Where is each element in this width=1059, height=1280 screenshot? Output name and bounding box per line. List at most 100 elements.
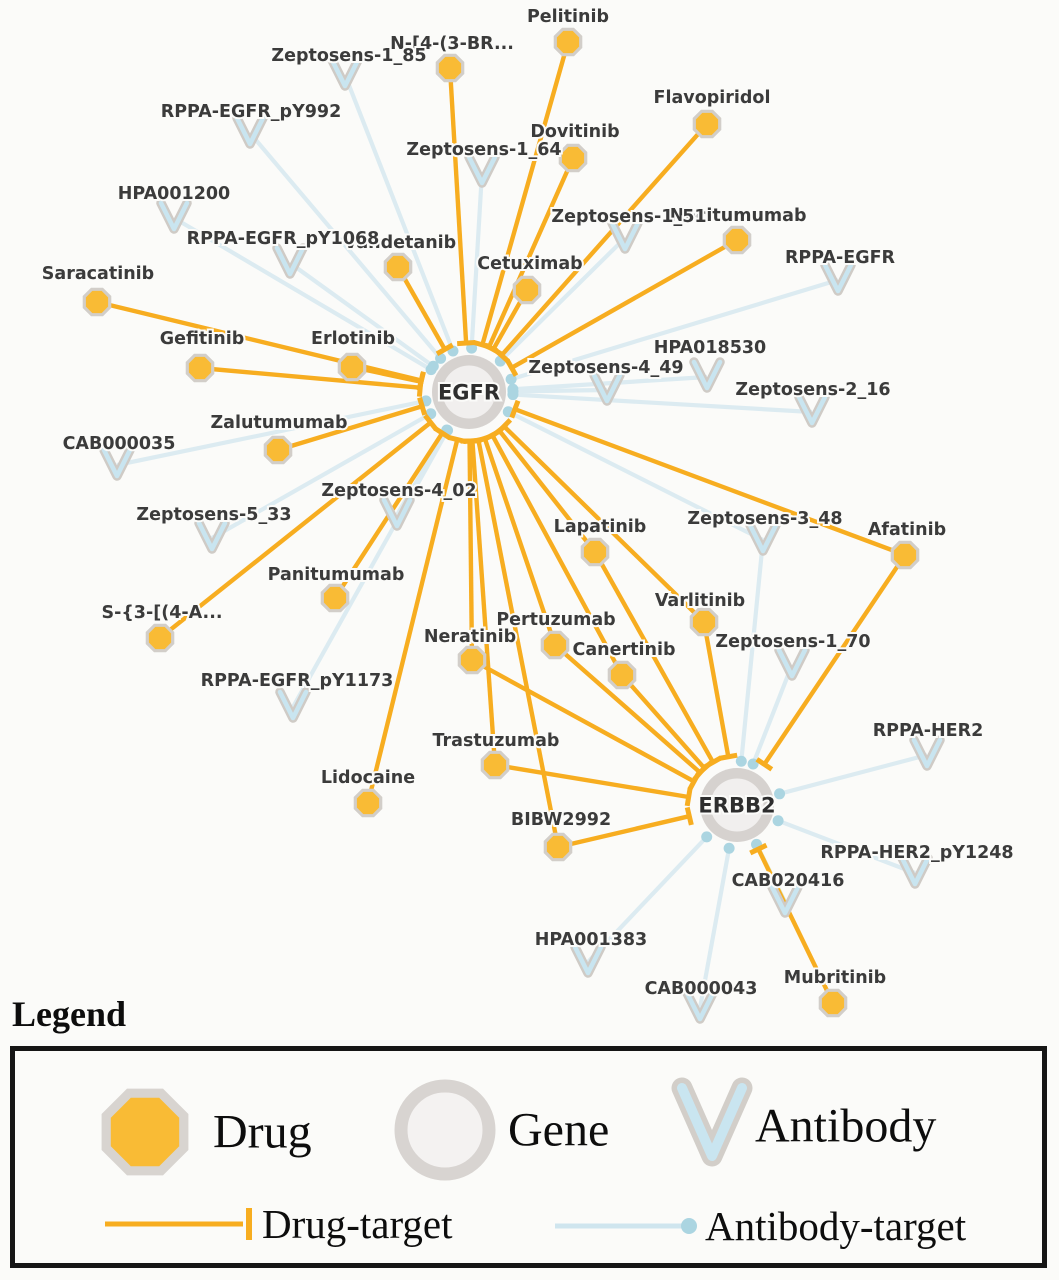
node-label-CAB000043: CAB000043 bbox=[645, 979, 758, 999]
node-label-S-{3-[(4-A...: S-{3-[(4-A... bbox=[101, 603, 222, 623]
edge-dot bbox=[772, 815, 784, 827]
node-label-Zeptosens-1_70: Zeptosens-1_70 bbox=[715, 632, 870, 652]
drug-node-Afatinib bbox=[890, 540, 920, 570]
gene-label-EGFR: EGFR bbox=[438, 381, 500, 405]
node-label-RPPA-HER2: RPPA-HER2 bbox=[873, 721, 984, 741]
antibody-node-Zeptosens-4_49 bbox=[589, 370, 625, 406]
edge-bibw2992-egfr bbox=[476, 439, 561, 848]
antibody-node-HPA001383 bbox=[570, 942, 606, 978]
edge-zeptosens_1_51-egfr bbox=[498, 236, 627, 363]
edge-neratinib-egfr bbox=[467, 440, 475, 661]
edge-dot bbox=[735, 755, 747, 767]
legend-title: Legend bbox=[12, 994, 127, 1034]
antibody-node-RPPA-HER2_pY1248 bbox=[897, 853, 933, 889]
edge-afatinib-erbb2 bbox=[762, 553, 907, 766]
antibody-node-RPPA-HER2 bbox=[909, 735, 945, 771]
drug-node-Erlotinib bbox=[337, 352, 367, 382]
gene-circle-icon bbox=[394, 1079, 496, 1181]
edge-hpa001383-erbb2 bbox=[586, 835, 709, 964]
antibody-node-Zeptosens-2_16 bbox=[794, 392, 830, 428]
antibody-node-Zeptosens-1_85 bbox=[327, 55, 363, 91]
edge-dot bbox=[427, 360, 439, 372]
node-label-Trastuzumab: Trastuzumab bbox=[433, 731, 560, 751]
edge-rppa_her2_py1248-erbb2 bbox=[777, 818, 916, 875]
drug-nodes bbox=[82, 27, 920, 1018]
drug-node-Flavopiridol bbox=[692, 109, 722, 139]
legend-drug-symbol bbox=[101, 1088, 189, 1176]
edge-canertinib-erbb2 bbox=[620, 673, 707, 770]
edge-tee bbox=[509, 399, 521, 419]
antibody-node-HPA018530 bbox=[689, 357, 725, 393]
node-label-RPPA-EGFR_pY992: RPPA-EGFR_pY992 bbox=[161, 102, 342, 122]
node-label-Saracatinib: Saracatinib bbox=[42, 264, 154, 284]
antibody-node-Zeptosens-3_48 bbox=[745, 520, 781, 556]
edge-saracatinib-egfr bbox=[96, 299, 422, 383]
edge-dot bbox=[701, 831, 713, 843]
node-label-Zeptosens-4_02: Zeptosens-4_02 bbox=[321, 481, 476, 501]
edge-zeptosens_1_70-erbb2 bbox=[751, 664, 794, 765]
drug-node-BIBW2992 bbox=[543, 832, 573, 862]
edge-zeptosens_1_64-egfr bbox=[469, 171, 485, 349]
edge-tee bbox=[719, 752, 738, 761]
edge-trastuzumab-erbb2 bbox=[494, 762, 690, 800]
edge-tee bbox=[505, 358, 519, 377]
edge-pertuzumab-erbb2 bbox=[553, 643, 702, 775]
antibody-nodes bbox=[99, 55, 945, 1024]
node-label-Panitumumab: Panitumumab bbox=[268, 565, 405, 585]
drug-node-Varlitinib bbox=[689, 607, 719, 637]
node-label-Vandetanib: Vandetanib bbox=[344, 233, 456, 253]
node-label-Zeptosens-5_33: Zeptosens-5_33 bbox=[136, 505, 291, 525]
antibody-node-RPPA-EGFR_pY992 bbox=[232, 113, 268, 149]
antibody-chevron-icon bbox=[671, 1077, 753, 1167]
drug-node-Pertuzumab bbox=[540, 630, 570, 660]
legend-antibody-target-label: Antibody-target bbox=[705, 1203, 967, 1249]
edge-tee bbox=[457, 340, 476, 347]
edge-tee bbox=[684, 806, 694, 826]
node-label-Zalutumumab: Zalutumumab bbox=[210, 413, 347, 433]
drug-node-Trastuzumab bbox=[480, 750, 510, 780]
node-label-RPPA-EGFR_pY1068: RPPA-EGFR_pY1068 bbox=[187, 229, 380, 249]
gene-nodes: EGFR ERBB2 bbox=[432, 355, 778, 842]
drug-octagon-icon bbox=[110, 1097, 180, 1167]
antibody-node-RPPA-EGFR bbox=[820, 260, 856, 296]
drug-node-Gefitinib bbox=[185, 353, 215, 383]
node-label-Zeptosens-1_85: Zeptosens-1_85 bbox=[271, 46, 426, 66]
node-label-N-[4-(3-BR...: N-[4-(3-BR... bbox=[390, 34, 514, 54]
drug-gene-antibody-network: EGFR ERBB2 Pelitinib N-[4-(3-BR... Flavopiri… bbox=[40, 5, 1016, 1024]
antibody-node-Zeptosens-4_02 bbox=[379, 495, 415, 531]
edge-n4_3br-egfr bbox=[447, 67, 469, 344]
drug-node-N-[4-(3-BR... bbox=[435, 53, 465, 83]
legend-antibody-label: Antibody bbox=[755, 1100, 936, 1153]
edge-tee bbox=[684, 787, 693, 807]
edge-flavopiridol-egfr bbox=[499, 122, 709, 357]
edge-lidocaine-egfr bbox=[365, 439, 460, 804]
drug-node-Cetuximab bbox=[512, 275, 542, 305]
node-label-Varlitinib: Varlitinib bbox=[655, 591, 745, 611]
edge-dot bbox=[507, 389, 519, 401]
antibody-node-HPA001200 bbox=[156, 198, 192, 234]
gene-node-ERBB2: ERBB2 bbox=[696, 768, 778, 842]
edge-trastuzumab-egfr bbox=[470, 440, 498, 766]
edge-zalutumumab-egfr bbox=[277, 404, 423, 453]
node-label-Neratinib: Neratinib bbox=[424, 627, 516, 647]
node-label-Necitumumab: Necitumumab bbox=[670, 206, 807, 226]
node-label-Erlotinib: Erlotinib bbox=[311, 329, 395, 349]
node-label-Lapatinib: Lapatinib bbox=[554, 517, 647, 537]
node-labels: Pelitinib N-[4-(3-BR... Flavopiridol Doviti… bbox=[40, 5, 1016, 1001]
edge-dot bbox=[774, 788, 786, 800]
edge-vandetanib-egfr bbox=[396, 265, 447, 351]
edge-zeptosens_1_85-egfr bbox=[343, 74, 455, 352]
edge-s3_4a-egfr bbox=[158, 420, 433, 640]
node-label-CAB000035: CAB000035 bbox=[63, 434, 176, 454]
node-label-HPA018530: HPA018530 bbox=[654, 338, 766, 358]
antibody-node-CAB020416 bbox=[767, 882, 803, 918]
drug-node-Necitumumab bbox=[722, 225, 752, 255]
edge-tee bbox=[423, 413, 439, 432]
edge-tee bbox=[692, 764, 709, 782]
edge-rppa_egfr_py992-egfr bbox=[248, 131, 443, 360]
node-label-RPPA-EGFR: RPPA-EGFR bbox=[785, 248, 896, 268]
antibody-node-Zeptosens-1_64 bbox=[464, 152, 500, 188]
drug-target-edges bbox=[96, 41, 907, 1004]
edge-zeptosens_3_48-erbb2 bbox=[739, 539, 766, 762]
node-label-Pertuzumab: Pertuzumab bbox=[496, 610, 615, 630]
